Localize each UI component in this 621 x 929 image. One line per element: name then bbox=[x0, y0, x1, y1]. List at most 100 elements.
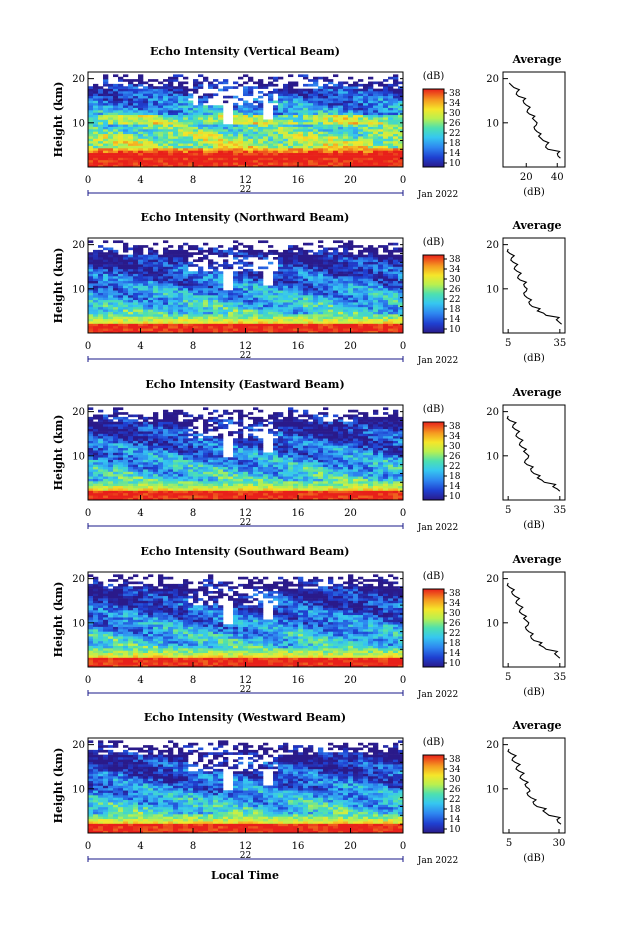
heatmap-cell bbox=[388, 292, 394, 296]
heatmap-cell bbox=[273, 295, 279, 298]
heatmap-cell bbox=[333, 152, 339, 156]
heatmap-cell bbox=[293, 83, 299, 87]
heatmap-cell bbox=[328, 143, 334, 146]
heatmap-cell bbox=[118, 259, 124, 263]
heatmap-cell bbox=[163, 261, 169, 265]
heatmap-cell bbox=[353, 157, 359, 161]
heatmap-cell bbox=[198, 299, 204, 303]
heatmap-cell bbox=[318, 121, 324, 125]
heatmap-cell bbox=[318, 112, 324, 116]
heatmap-cell bbox=[353, 117, 359, 120]
heatmap-cell bbox=[278, 488, 284, 491]
heatmap-cell bbox=[118, 114, 124, 118]
heatmap-cell bbox=[168, 252, 174, 255]
heatmap-cell bbox=[118, 497, 124, 501]
heatmap-cell bbox=[198, 252, 204, 255]
heatmap-cell bbox=[183, 488, 189, 491]
heatmap-cell bbox=[283, 290, 289, 293]
heatmap-cell bbox=[203, 249, 209, 253]
heatmap-cell bbox=[283, 488, 289, 491]
heatmap-cell bbox=[358, 495, 364, 498]
heatmap-cell bbox=[178, 278, 184, 282]
heatmap-cell bbox=[273, 490, 279, 494]
heatmap-cell bbox=[363, 321, 369, 324]
heatmap-cell bbox=[183, 280, 189, 284]
heatmap-cell bbox=[88, 325, 94, 329]
heatmap-cell bbox=[393, 299, 399, 303]
heatmap-cell bbox=[198, 490, 204, 494]
heatmap-cell bbox=[123, 102, 129, 106]
heatmap-cell bbox=[173, 257, 179, 260]
heatmap-cell bbox=[168, 488, 174, 491]
heatmap-cell bbox=[298, 88, 304, 92]
heatmap-cell bbox=[113, 490, 119, 494]
heatmap-cell bbox=[328, 88, 334, 92]
heatmap-cell bbox=[143, 105, 149, 108]
profile-y-tick-label: 20 bbox=[486, 74, 499, 85]
heatmap-cell bbox=[198, 485, 204, 489]
heatmap-cell bbox=[183, 133, 189, 137]
heatmap-cell bbox=[133, 287, 139, 291]
heatmap-cell bbox=[98, 314, 104, 317]
heatmap-cell bbox=[368, 261, 374, 265]
heatmap-cell bbox=[113, 302, 119, 305]
heatmap-cell bbox=[163, 79, 169, 82]
heatmap-cell bbox=[238, 292, 244, 296]
heatmap-cell bbox=[223, 148, 229, 151]
heatmap-cell bbox=[258, 129, 264, 132]
heatmap-cell bbox=[383, 143, 389, 146]
heatmap-cell bbox=[148, 159, 154, 163]
heatmap-cell bbox=[123, 309, 129, 312]
heatmap-cell bbox=[398, 323, 404, 327]
heatmap-cell bbox=[118, 162, 124, 165]
heatmap-cell bbox=[138, 485, 144, 489]
heatmap-cell bbox=[288, 133, 294, 137]
heatmap-cell bbox=[343, 242, 349, 246]
heatmap-cell bbox=[188, 328, 194, 331]
heatmap-cell bbox=[308, 138, 314, 142]
heatmap-cell bbox=[123, 74, 129, 78]
heatmap-cell bbox=[128, 254, 134, 258]
heatmap-cell bbox=[168, 283, 174, 286]
heatmap-cell bbox=[293, 110, 299, 113]
heatmap-cell bbox=[328, 162, 334, 165]
heatmap-cell bbox=[288, 497, 294, 501]
heatmap-cell bbox=[213, 164, 219, 168]
heatmap-cell bbox=[293, 276, 299, 279]
heatmap-cell bbox=[173, 91, 179, 94]
heatmap-cell bbox=[138, 105, 144, 108]
heatmap-cell bbox=[288, 478, 294, 482]
heatmap-cell bbox=[383, 110, 389, 113]
heatmap-cell bbox=[178, 136, 184, 139]
heatmap-cell bbox=[293, 273, 299, 277]
heatmap-cell bbox=[293, 95, 299, 99]
heatmap-cell bbox=[103, 159, 109, 163]
heatmap-cell bbox=[348, 318, 354, 322]
heatmap-cell bbox=[113, 488, 119, 491]
heatmap-cell bbox=[338, 311, 344, 315]
heatmap-cell bbox=[363, 100, 369, 104]
heatmap-cell bbox=[213, 299, 219, 303]
heatmap-cell bbox=[353, 328, 359, 331]
heatmap-cell bbox=[178, 497, 184, 501]
heatmap-cell bbox=[233, 278, 239, 282]
heatmap-cell bbox=[238, 124, 244, 127]
heatmap-cell bbox=[193, 314, 199, 317]
heatmap-cell bbox=[183, 81, 189, 85]
heatmap-cell bbox=[268, 314, 274, 317]
heatmap-cell bbox=[368, 283, 374, 286]
heatmap-cell bbox=[308, 328, 314, 331]
heatmap-cell bbox=[148, 119, 154, 123]
heatmap-cell bbox=[258, 152, 264, 156]
heatmap-cell bbox=[318, 490, 324, 494]
heatmap-cell bbox=[383, 302, 389, 305]
heatmap-cell bbox=[328, 93, 334, 97]
heatmap-cell bbox=[193, 478, 199, 482]
heatmap-cell bbox=[368, 492, 374, 496]
heatmap-cell bbox=[293, 105, 299, 108]
heatmap-cell bbox=[203, 306, 209, 310]
colorbar-tick-label: 22 bbox=[449, 129, 460, 139]
heatmap-cell bbox=[368, 306, 374, 310]
heatmap-cell bbox=[323, 485, 329, 489]
heatmap-cell bbox=[98, 100, 104, 104]
